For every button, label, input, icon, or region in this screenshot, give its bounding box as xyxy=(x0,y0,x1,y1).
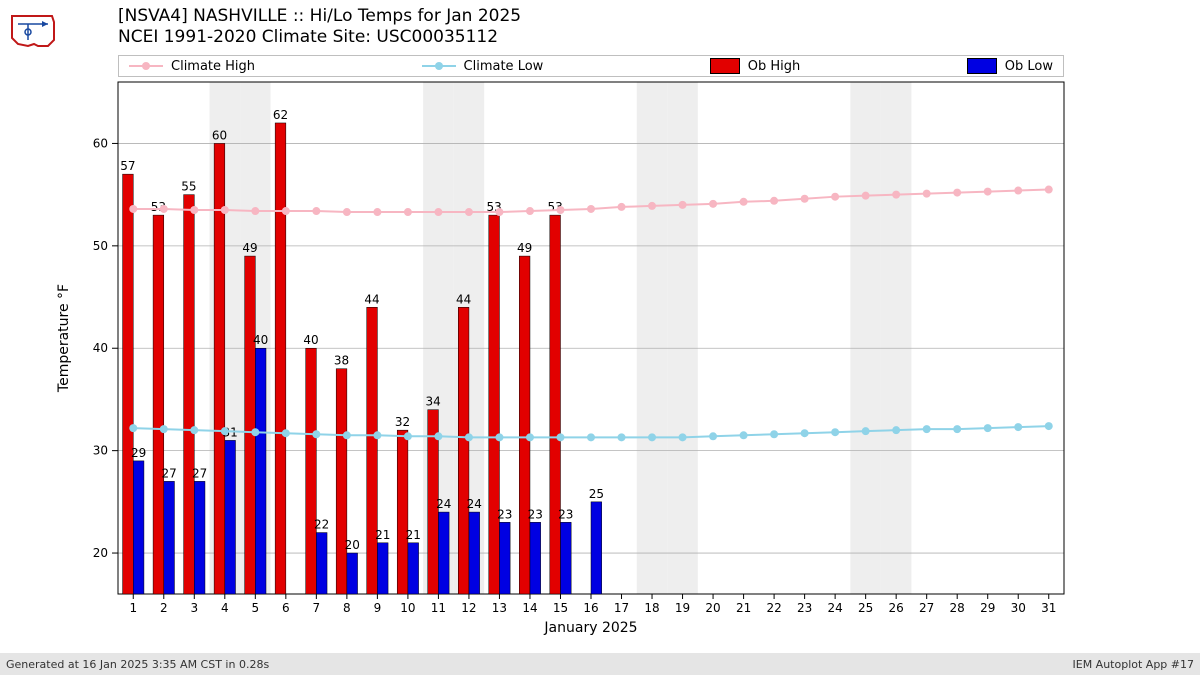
footer-bar: Generated at 16 Jan 2025 3:35 AM CST in … xyxy=(0,653,1200,675)
svg-text:25: 25 xyxy=(858,601,873,615)
svg-text:23: 23 xyxy=(797,601,812,615)
temperature-chart: 2030405060123456789101112131415161718192… xyxy=(0,0,1200,675)
svg-text:8: 8 xyxy=(343,601,351,615)
svg-text:49: 49 xyxy=(517,241,532,255)
svg-text:40: 40 xyxy=(253,333,268,347)
svg-text:24: 24 xyxy=(827,601,842,615)
svg-text:24: 24 xyxy=(467,497,482,511)
svg-text:29: 29 xyxy=(131,446,146,460)
svg-text:30: 30 xyxy=(1011,601,1026,615)
svg-text:20: 20 xyxy=(93,546,108,560)
svg-text:31: 31 xyxy=(1041,601,1056,615)
svg-text:Temperature °F: Temperature °F xyxy=(56,284,72,393)
svg-text:21: 21 xyxy=(736,601,751,615)
svg-text:26: 26 xyxy=(889,601,904,615)
svg-text:22: 22 xyxy=(766,601,781,615)
svg-text:49: 49 xyxy=(242,241,257,255)
footer-app-text: IEM Autoplot App #17 xyxy=(1073,658,1195,671)
svg-text:40: 40 xyxy=(93,341,108,355)
svg-text:6: 6 xyxy=(282,601,290,615)
svg-text:16: 16 xyxy=(583,601,598,615)
svg-text:40: 40 xyxy=(303,333,318,347)
svg-text:January 2025: January 2025 xyxy=(543,620,637,636)
svg-text:21: 21 xyxy=(406,528,421,542)
svg-text:5: 5 xyxy=(252,601,260,615)
svg-text:22: 22 xyxy=(314,518,329,532)
svg-text:23: 23 xyxy=(497,507,512,521)
svg-text:44: 44 xyxy=(456,292,471,306)
svg-text:17: 17 xyxy=(614,601,629,615)
svg-text:50: 50 xyxy=(93,239,108,253)
svg-text:15: 15 xyxy=(553,601,568,615)
svg-text:9: 9 xyxy=(374,601,382,615)
svg-text:27: 27 xyxy=(919,601,934,615)
svg-text:24: 24 xyxy=(436,497,451,511)
svg-text:13: 13 xyxy=(492,601,507,615)
svg-text:25: 25 xyxy=(589,487,604,501)
svg-text:62: 62 xyxy=(273,108,288,122)
svg-text:14: 14 xyxy=(522,601,537,615)
svg-text:10: 10 xyxy=(400,601,415,615)
svg-text:1: 1 xyxy=(129,601,137,615)
svg-text:44: 44 xyxy=(364,292,379,306)
svg-text:20: 20 xyxy=(345,538,360,552)
svg-text:34: 34 xyxy=(425,395,440,409)
svg-text:4: 4 xyxy=(221,601,229,615)
svg-text:27: 27 xyxy=(192,466,207,480)
svg-text:38: 38 xyxy=(334,354,349,368)
svg-text:18: 18 xyxy=(644,601,659,615)
svg-text:30: 30 xyxy=(93,444,108,458)
svg-text:55: 55 xyxy=(181,180,196,194)
svg-text:57: 57 xyxy=(120,159,135,173)
svg-text:60: 60 xyxy=(212,128,227,142)
svg-text:11: 11 xyxy=(431,601,446,615)
svg-text:19: 19 xyxy=(675,601,690,615)
svg-text:20: 20 xyxy=(705,601,720,615)
svg-text:12: 12 xyxy=(461,601,476,615)
footer-generated-text: Generated at 16 Jan 2025 3:35 AM CST in … xyxy=(6,658,269,671)
svg-text:32: 32 xyxy=(395,415,410,429)
svg-text:60: 60 xyxy=(93,136,108,150)
svg-text:23: 23 xyxy=(528,507,543,521)
svg-text:23: 23 xyxy=(558,507,573,521)
svg-text:27: 27 xyxy=(161,466,176,480)
svg-text:21: 21 xyxy=(375,528,390,542)
svg-text:7: 7 xyxy=(313,601,321,615)
svg-text:29: 29 xyxy=(980,601,995,615)
svg-text:2: 2 xyxy=(160,601,168,615)
svg-text:3: 3 xyxy=(190,601,198,615)
svg-text:28: 28 xyxy=(950,601,965,615)
